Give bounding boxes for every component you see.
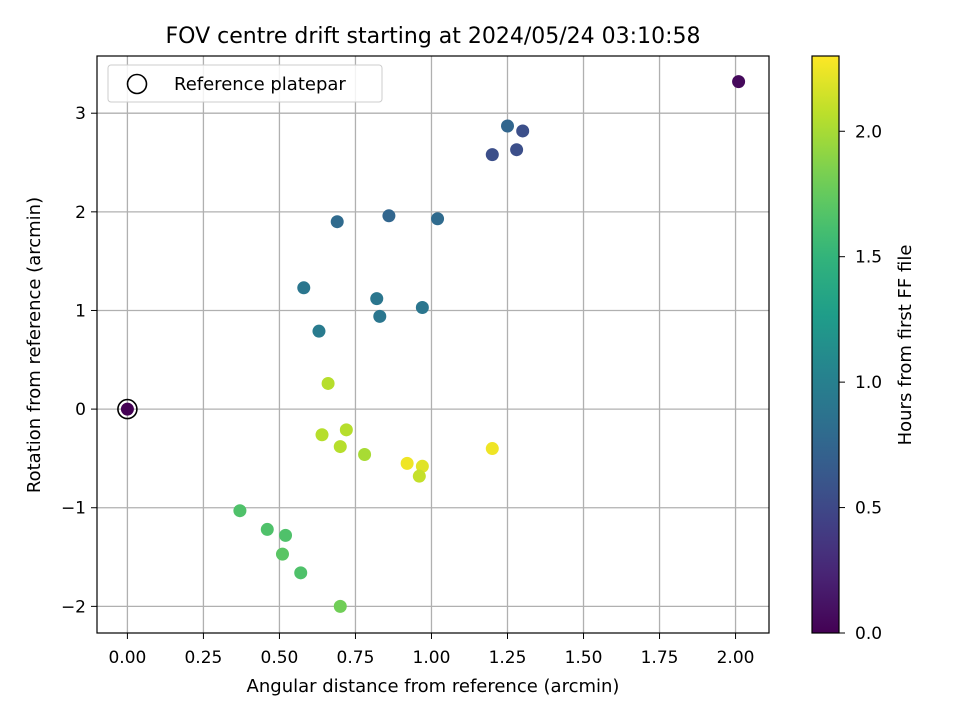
y-tick-label: 3 [75,104,86,124]
chart-title: FOV centre drift starting at 2024/05/24 … [166,24,701,49]
data-point [233,504,247,518]
data-point [732,75,746,89]
reference-point-fill [120,402,134,416]
data-point [370,292,384,306]
data-point [294,566,308,580]
data-point [321,376,335,390]
data-point [260,522,274,536]
x-axis-label: Angular distance from reference (arcmin) [247,676,620,697]
data-point [415,301,429,315]
data-point [279,528,293,542]
x-tick-label: 1.00 [413,648,451,668]
colorbar-tick-label: 0.5 [855,499,882,519]
data-point [333,599,347,613]
y-tick-label: −1 [61,499,86,519]
y-axis-label: Rotation from reference (arcmin) [24,197,45,493]
colorbar-tick-label: 1.5 [855,248,882,268]
colorbar [811,55,840,634]
data-point [412,469,426,483]
colorbar-label: Hours from first FF file [895,245,916,446]
data-point [500,119,514,133]
data-point [275,547,289,561]
data-point [382,209,396,223]
data-point [333,440,347,454]
data-point [400,456,414,470]
data-point [373,309,387,323]
y-tick-label: −2 [61,597,86,617]
colorbar-tick-label: 1.0 [855,373,882,393]
data-point [339,423,353,437]
x-tick-label: 1.75 [641,648,679,668]
data-point [330,215,344,229]
data-point [516,124,530,138]
legend-marker-icon [126,73,148,95]
x-tick-label: 0.75 [337,648,375,668]
legend-entry-label: Reference platepar [174,74,346,95]
x-tick-label: 0.25 [184,648,222,668]
plot-frame [96,55,770,634]
data-point [485,148,499,162]
data-point [315,428,329,442]
x-tick-label: 0.00 [108,648,146,668]
x-tick-label: 2.00 [717,648,755,668]
x-tick-label: 0.50 [261,648,299,668]
data-point [297,281,311,295]
y-tick-label: 1 [75,301,86,321]
data-point [510,143,524,157]
data-point [358,447,372,461]
data-point [431,212,445,226]
y-tick-label: 0 [75,400,86,420]
data-point [312,324,326,338]
x-tick-label: 1.25 [489,648,527,668]
legend-box [107,64,383,103]
colorbar-tick-label: 0.0 [855,624,882,644]
data-point [485,442,499,456]
x-tick-label: 1.50 [565,648,603,668]
colorbar-tick-label: 2.0 [855,122,882,142]
reference-platepar-marker [117,398,138,420]
y-tick-label: 2 [75,203,86,223]
data-point [415,459,429,473]
